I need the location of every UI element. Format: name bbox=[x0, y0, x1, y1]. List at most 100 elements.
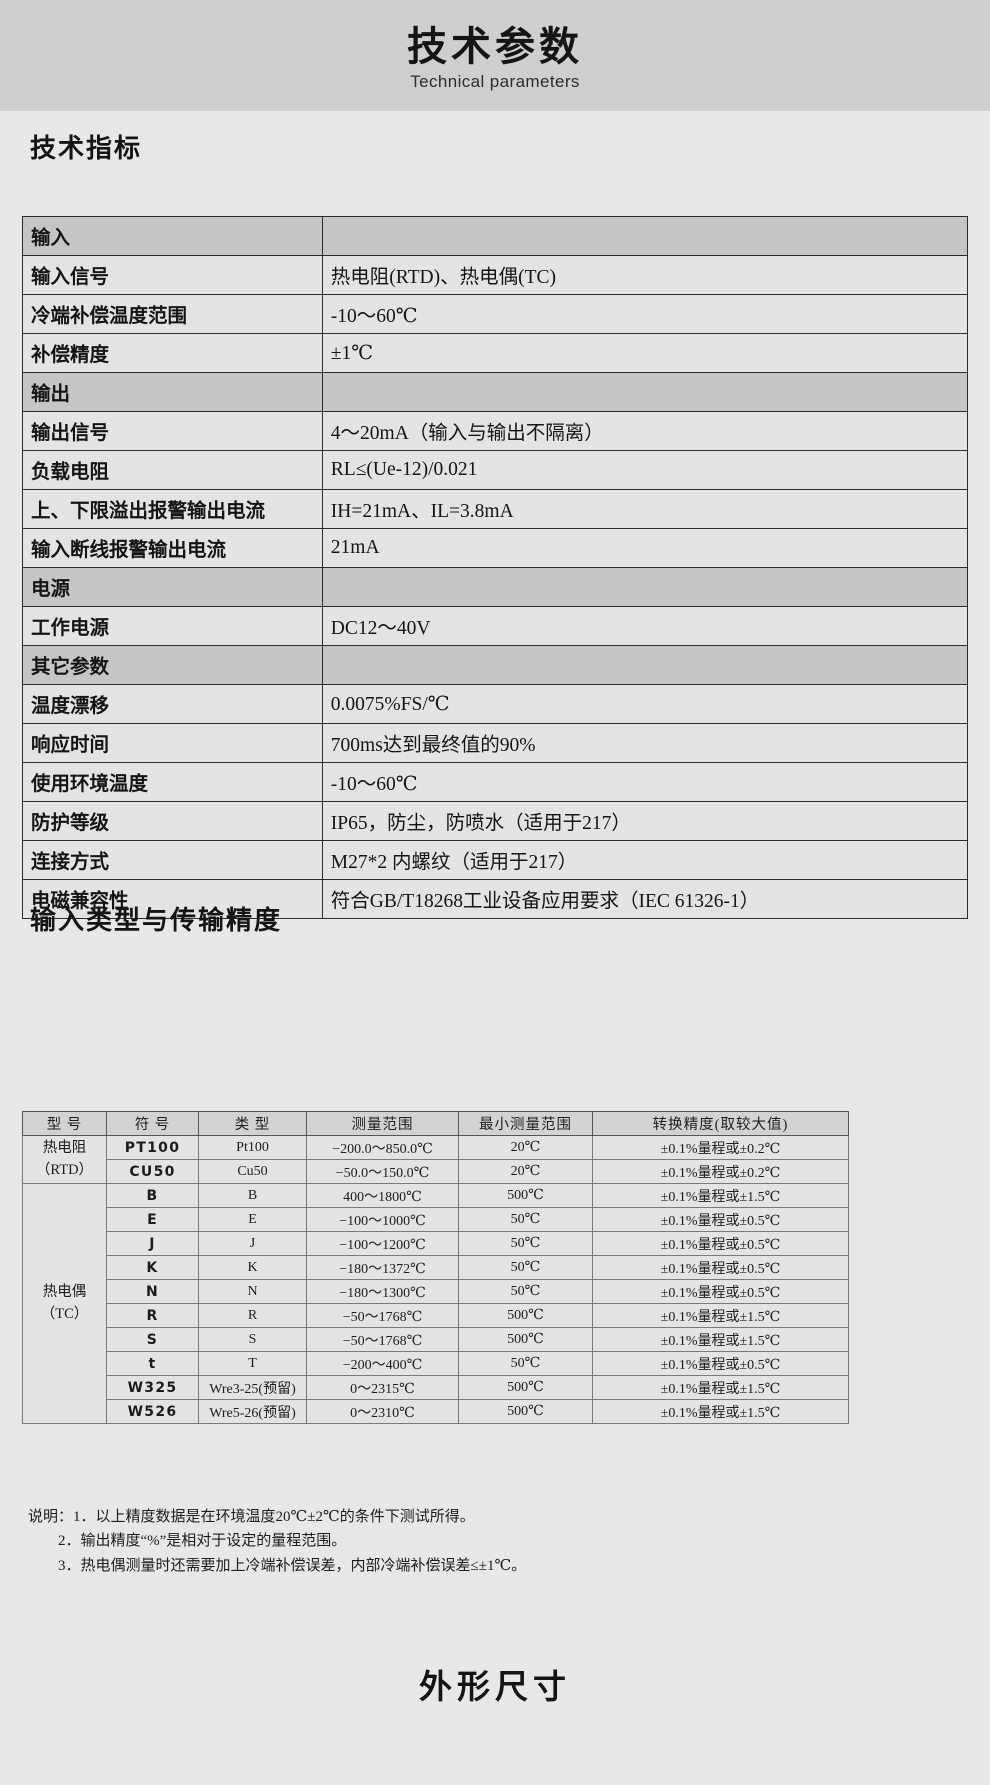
types-type: R bbox=[198, 1303, 307, 1328]
types-row: S S −50～1768℃ 500℃ ±0.1%量程或±1.5℃ bbox=[23, 1327, 849, 1352]
types-min-range: 50℃ bbox=[458, 1231, 593, 1256]
types-group-label: 热电偶 （TC） bbox=[22, 1183, 107, 1424]
notes-block: 说明：1．以上精度数据是在环境温度20℃±2℃的条件下测试所得。 2．输出精度“%… bbox=[28, 1505, 888, 1578]
types-symbol: CU50 bbox=[106, 1159, 199, 1184]
types-min-range: 500℃ bbox=[458, 1183, 593, 1208]
spec-row: 输出信号 4～20mA（输入与输出不隔离） bbox=[22, 411, 969, 451]
spec-value: DC12～40V bbox=[321, 606, 969, 646]
types-accuracy: ±0.1%量程或±1.5℃ bbox=[592, 1399, 849, 1424]
spec-key: 补偿精度 bbox=[22, 333, 323, 373]
spec-value: 热电阻(RTD)、热电偶(TC) bbox=[321, 255, 969, 295]
types-column-header: 最小测量范围 bbox=[458, 1111, 593, 1136]
spec-key: 输出信号 bbox=[22, 411, 323, 451]
spec-row: 连接方式 M27*2 内螺纹（适用于217） bbox=[22, 840, 969, 880]
types-min-range: 20℃ bbox=[458, 1135, 593, 1160]
types-row: J J −100～1200℃ 50℃ ±0.1%量程或±0.5℃ bbox=[23, 1231, 849, 1256]
types-accuracy: ±0.1%量程或±1.5℃ bbox=[592, 1375, 849, 1400]
spec-row: 电磁兼容性 符合GB/T18268工业设备应用要求（IEC 61326-1） bbox=[22, 879, 969, 919]
types-accuracy: ±0.1%量程或±0.2℃ bbox=[592, 1135, 849, 1160]
types-measure-range: −180～1372℃ bbox=[306, 1255, 459, 1280]
types-min-range: 500℃ bbox=[458, 1327, 593, 1352]
spec-value: IH=21mA、IL=3.8mA bbox=[321, 489, 969, 529]
spec-key: 温度漂移 bbox=[22, 684, 323, 724]
types-accuracy: ±0.1%量程或±1.5℃ bbox=[592, 1327, 849, 1352]
types-type: Pt100 bbox=[198, 1135, 307, 1160]
types-row: t T −200～400℃ 50℃ ±0.1%量程或±0.5℃ bbox=[23, 1351, 849, 1376]
types-measure-range: −50～1768℃ bbox=[306, 1303, 459, 1328]
types-min-range: 500℃ bbox=[458, 1375, 593, 1400]
types-measure-range: 0～2315℃ bbox=[306, 1375, 459, 1400]
types-type: N bbox=[198, 1279, 307, 1304]
types-accuracy: ±0.1%量程或±0.5℃ bbox=[592, 1231, 849, 1256]
types-type: Cu50 bbox=[198, 1159, 307, 1184]
spec-row: 输入断线报警输出电流 21mA bbox=[22, 528, 969, 568]
spec-key: 连接方式 bbox=[22, 840, 323, 880]
input-types-table: 型 号符 号类 型测量范围 最小测量范围 转换精度(取较大值) 热电阻 （RTD） PT… bbox=[22, 1111, 849, 1424]
types-group-label: 热电阻 （RTD） bbox=[22, 1135, 107, 1184]
types-measure-range: −100～1000℃ bbox=[306, 1207, 459, 1232]
types-measure-range: −100～1200℃ bbox=[306, 1231, 459, 1256]
note-line: 说明：1．以上精度数据是在环境温度20℃±2℃的条件下测试所得。 bbox=[28, 1509, 475, 1525]
spec-key: 上、下限溢出报警输出电流 bbox=[22, 489, 323, 529]
section-heading-input-types: 输入类型与传输精度 bbox=[30, 906, 283, 936]
types-column-header: 转换精度(取较大值) bbox=[592, 1111, 849, 1136]
spec-row: 使用环境温度 -10～60℃ bbox=[22, 762, 969, 802]
types-measure-range: 400～1800℃ bbox=[306, 1183, 459, 1208]
types-group-label-line1: 热电偶 bbox=[42, 1284, 87, 1301]
types-accuracy: ±0.1%量程或±1.5℃ bbox=[592, 1303, 849, 1328]
types-measure-range: −50～1768℃ bbox=[306, 1327, 459, 1352]
spec-value: -10～60℃ bbox=[321, 762, 969, 802]
types-group-label-line2: （TC） bbox=[40, 1305, 89, 1322]
section-heading-dimensions: 外形尺寸 bbox=[419, 1667, 571, 1706]
types-symbol: N bbox=[106, 1279, 199, 1304]
types-row: N N −180～1300℃ 50℃ ±0.1%量程或±0.5℃ bbox=[23, 1279, 849, 1304]
spec-value: 0.0075%FS/℃ bbox=[321, 684, 969, 724]
types-min-range: 500℃ bbox=[458, 1399, 593, 1424]
banner-title-english: Technical parameters bbox=[410, 71, 580, 91]
types-type: K bbox=[198, 1255, 307, 1280]
spec-key: 输入信号 bbox=[22, 255, 323, 295]
types-column-header: 型 号 bbox=[22, 1111, 107, 1136]
types-symbol: J bbox=[106, 1231, 199, 1256]
types-accuracy: ±0.1%量程或±0.2℃ bbox=[592, 1159, 849, 1184]
types-column-header: 类 型 bbox=[198, 1111, 307, 1136]
spec-group-row: 电源 bbox=[22, 567, 969, 607]
spec-row: 响应时间 700ms达到最终值的90% bbox=[22, 723, 969, 763]
spec-value: 4～20mA（输入与输出不隔离） bbox=[321, 411, 969, 451]
spec-row: 输入信号 热电阻(RTD)、热电偶(TC) bbox=[22, 255, 969, 295]
spec-group-row: 输入 bbox=[22, 216, 969, 256]
section-heading-tech-spec: 技术指标 bbox=[30, 134, 143, 164]
spec-value: 21mA bbox=[321, 528, 969, 568]
types-accuracy: ±0.1%量程或±0.5℃ bbox=[592, 1255, 849, 1280]
spec-key: 电磁兼容性 bbox=[22, 879, 323, 919]
types-accuracy: ±0.1%量程或±0.5℃ bbox=[592, 1351, 849, 1376]
types-row: R R −50～1768℃ 500℃ ±0.1%量程或±1.5℃ bbox=[23, 1303, 849, 1328]
types-row: W325 Wre3-25(预留) 0～2315℃ 500℃ ±0.1%量程或±1.5℃ bbox=[23, 1375, 849, 1400]
types-accuracy: ±0.1%量程或±0.5℃ bbox=[592, 1207, 849, 1232]
spec-value: -10～60℃ bbox=[321, 294, 969, 334]
types-type: S bbox=[198, 1327, 307, 1352]
spec-row: 温度漂移 0.0075%FS/℃ bbox=[22, 684, 969, 724]
types-min-range: 50℃ bbox=[458, 1207, 593, 1232]
spec-row: 防护等级 IP65，防尘，防喷水（适用于217） bbox=[22, 801, 969, 841]
spec-key: 输入 bbox=[22, 216, 323, 256]
spec-row: 工作电源 DC12～40V bbox=[22, 606, 969, 646]
types-measure-range: −200.0～850.0℃ bbox=[306, 1135, 459, 1160]
types-min-range: 50℃ bbox=[458, 1279, 593, 1304]
types-accuracy: ±0.1%量程或±0.5℃ bbox=[592, 1279, 849, 1304]
types-column-header: 测量范围 bbox=[306, 1111, 459, 1136]
types-type: B bbox=[198, 1183, 307, 1208]
spec-key: 输入断线报警输出电流 bbox=[22, 528, 323, 568]
spec-value: M27*2 内螺纹（适用于217） bbox=[321, 840, 969, 880]
spec-value bbox=[321, 645, 969, 685]
types-symbol: R bbox=[106, 1303, 199, 1328]
types-min-range: 50℃ bbox=[458, 1351, 593, 1376]
spec-row: 上、下限溢出报警输出电流 IH=21mA、IL=3.8mA bbox=[22, 489, 969, 529]
types-row: CU50 Cu50 −50.0～150.0℃ 20℃ ±0.1%量程或±0.2℃ bbox=[23, 1159, 849, 1184]
spec-group-row: 输出 bbox=[22, 372, 969, 412]
types-measure-range: 0～2310℃ bbox=[306, 1399, 459, 1424]
types-row: 热电阻 （RTD） PT100 Pt100 −200.0～850.0℃ 20℃ ±0.1%量… bbox=[22, 1135, 849, 1184]
types-measure-range: −180～1300℃ bbox=[306, 1279, 459, 1304]
types-type: J bbox=[198, 1231, 307, 1256]
